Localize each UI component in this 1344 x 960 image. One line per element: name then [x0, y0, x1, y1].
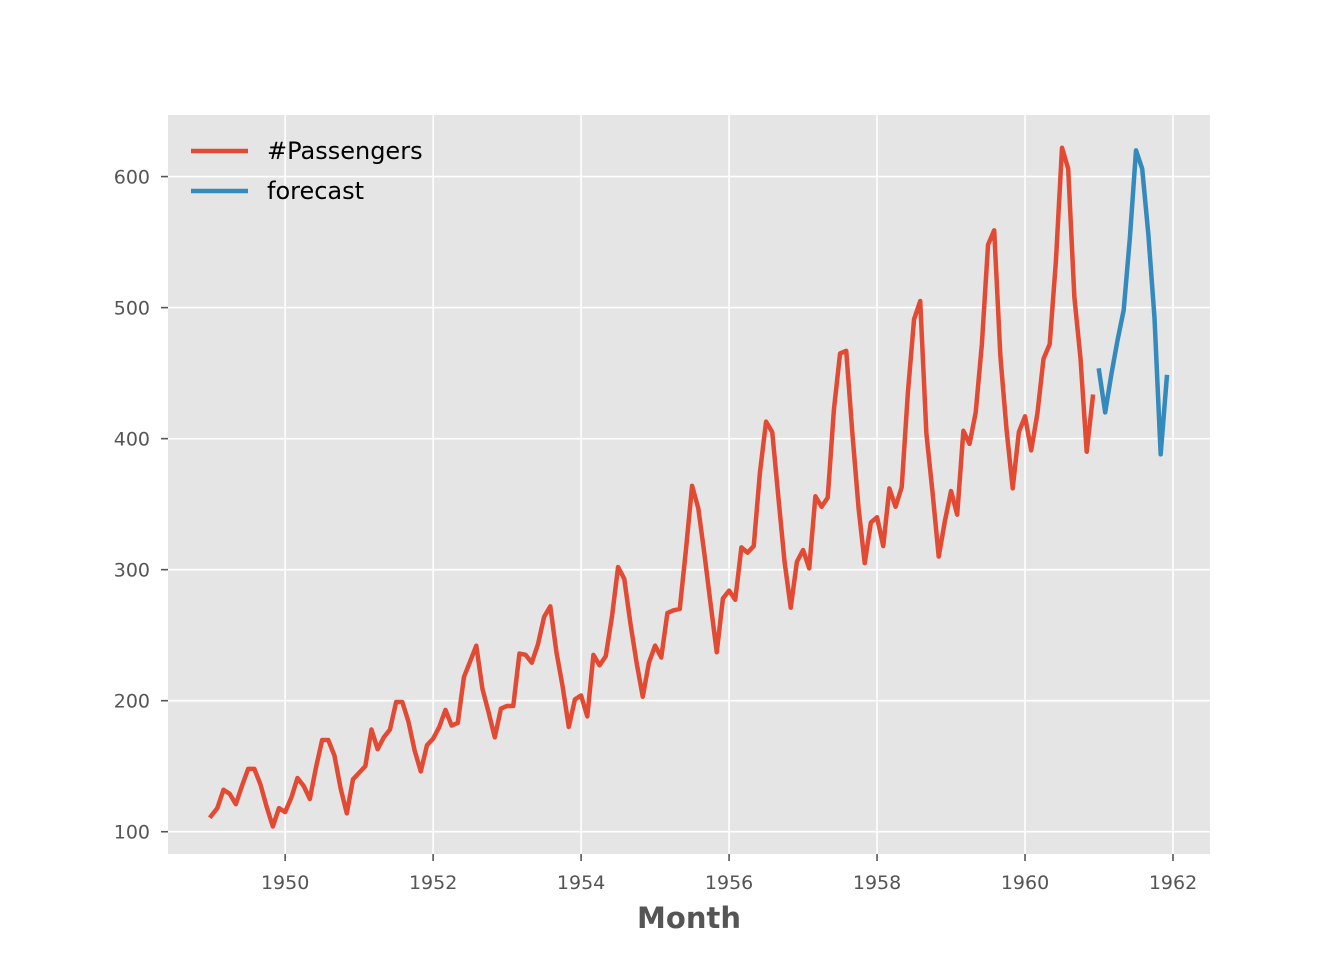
x-axis-title: Month	[637, 901, 741, 935]
plot-area	[168, 115, 1210, 854]
x-tick-label: 1962	[1149, 872, 1197, 894]
legend-label: forecast	[267, 177, 364, 205]
x-tick-label: 1956	[705, 872, 753, 894]
x-tick-label: 1952	[409, 872, 457, 894]
y-tick-label: 200	[114, 691, 150, 713]
x-tick-label: 1954	[557, 872, 605, 894]
x-tick-label: 1960	[1001, 872, 1049, 894]
series-line-passengers	[208, 145, 1096, 829]
y-tick-label: 600	[114, 167, 150, 189]
y-tick-label: 100	[114, 822, 150, 844]
x-tick-label: 1958	[853, 872, 901, 894]
legend: #Passengers forecast	[191, 137, 423, 205]
y-tick-label: 500	[114, 298, 150, 320]
series-layer	[208, 145, 1170, 829]
legend-label: #Passengers	[267, 137, 423, 165]
y-tick-label: 300	[114, 560, 150, 582]
series-line-forecast	[1096, 148, 1170, 457]
y-tick-label: 400	[114, 429, 150, 451]
axes: 1950 1952 1954 1956 1958 1960 1962 100 200 300 400…	[114, 167, 1197, 894]
grid-lines	[168, 115, 1210, 854]
x-tick-label: 1950	[261, 872, 309, 894]
